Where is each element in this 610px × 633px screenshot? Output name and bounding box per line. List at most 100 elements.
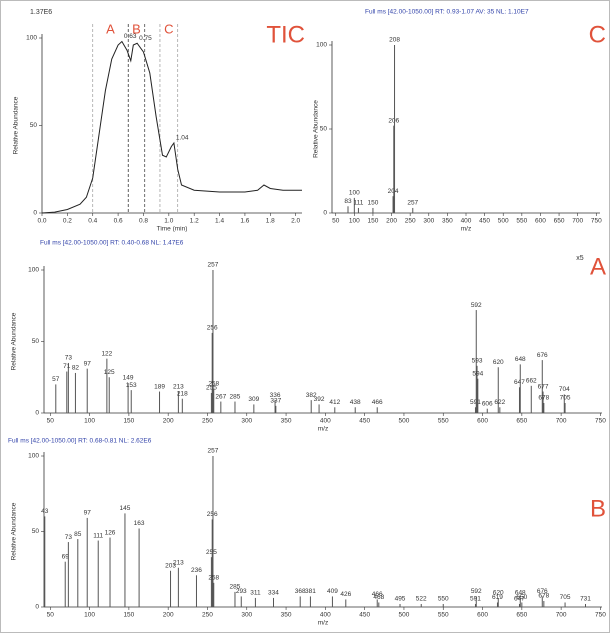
peak-label: 85 [74, 531, 82, 538]
x-tick-label: 650 [516, 612, 527, 619]
x-tick-label: 400 [461, 218, 472, 225]
y-tick-label: 100 [28, 267, 39, 274]
x-axis-label: m/z [318, 426, 328, 433]
x-tick-label: 550 [438, 418, 449, 425]
peak-label: 468 [373, 594, 384, 601]
peak-label: 311 [250, 590, 261, 597]
peak-label: 257 [208, 448, 219, 455]
x-tick-label: 1.6 [240, 218, 249, 225]
panel-header: Full ms [42.00-1050.00] RT: 0.40-0.68 NL… [40, 240, 184, 247]
peak-label: 285 [230, 393, 241, 400]
peak-label: 650 [516, 594, 527, 601]
peak-label: 336 [270, 392, 281, 399]
peak-label: 426 [340, 591, 351, 598]
peak-label: 662 [526, 378, 537, 385]
peak-label: 73 [65, 534, 73, 541]
peak-label: 412 [329, 399, 340, 406]
peak-label: 705 [560, 594, 571, 601]
peak-label: 495 [395, 596, 406, 603]
x-tick-label: 500 [399, 612, 410, 619]
peak-label: 122 [101, 350, 112, 357]
x-tick-label: 1.0 [164, 218, 173, 225]
peak-label: 256 [207, 325, 218, 332]
peak-label: 606 [482, 400, 493, 407]
peak-label: 145 [120, 505, 131, 512]
peak-label: 97 [84, 360, 92, 367]
x-tick-label: 450 [479, 218, 490, 225]
peak-label: 267 [215, 393, 226, 400]
peak-label: 591 [470, 399, 481, 406]
peak-label: 111 [93, 532, 103, 539]
y-tick-label: 0 [35, 604, 39, 611]
y-axis-label: Relative Abundance [13, 96, 20, 154]
peak-label: 255 [206, 385, 217, 392]
peak-label: 213 [173, 559, 184, 566]
x-tick-label: 300 [241, 612, 252, 619]
peak-label: 82 [72, 365, 80, 372]
y-tick-label: 0 [323, 210, 327, 217]
x-tick-label: 550 [438, 612, 449, 619]
peak-label: 466 [372, 591, 383, 598]
y-tick-label: 0 [33, 210, 37, 217]
x-tick-label: 250 [202, 418, 213, 425]
x-tick-label: 650 [516, 418, 527, 425]
y-tick-label: 50 [32, 528, 40, 535]
x-tick-label: 100 [349, 218, 360, 225]
peak-label: 676 [537, 588, 548, 595]
x-tick-label: 200 [163, 612, 174, 619]
peak-label: 204 [388, 188, 399, 195]
x-tick-label: 300 [241, 418, 252, 425]
x-tick-label: 2.0 [291, 218, 300, 225]
peak-label: 57 [52, 376, 60, 383]
x-tick-label: 100 [84, 612, 95, 619]
peak-time-label: 0.75 [139, 35, 152, 42]
peak-label: 522 [416, 596, 427, 603]
x-tick-label: 1.4 [215, 218, 224, 225]
peak-label: 149 [123, 375, 134, 382]
peak-label: 438 [350, 399, 361, 406]
x-tick-label: 400 [320, 418, 331, 425]
y-axis-label: Relative Abundance [11, 502, 18, 560]
peak-label: 293 [236, 588, 247, 595]
x-tick-label: 50 [47, 612, 55, 619]
peak-label: 83 [344, 198, 352, 205]
peak-label: 337 [270, 398, 281, 405]
x-tick-label: 700 [572, 218, 583, 225]
peak-label: 647 [514, 596, 525, 603]
x-tick-label: 550 [516, 218, 527, 225]
x-tick-label: 500 [399, 418, 410, 425]
peak-label: 258 [208, 380, 219, 387]
peak-label: 677 [538, 383, 549, 390]
peak-label: 208 [389, 37, 400, 44]
peak-time-label: 0.63 [124, 33, 137, 40]
peak-label: 111 [353, 200, 363, 207]
x-tick-label: 200 [386, 218, 397, 225]
y-tick-label: 50 [30, 122, 38, 129]
x-tick-label: 400 [320, 612, 331, 619]
magnification-note: x5 [576, 255, 584, 262]
x-tick-label: 600 [535, 218, 546, 225]
y-tick-label: 50 [32, 338, 40, 345]
peak-label: 258 [208, 575, 219, 582]
x-tick-label: 300 [423, 218, 434, 225]
peak-label: 647 [514, 379, 525, 386]
peak-label: 550 [438, 596, 449, 603]
x-tick-label: 350 [442, 218, 453, 225]
peak-label: 257 [208, 262, 219, 269]
peak-label: 678 [538, 395, 549, 402]
peak-label: 592 [471, 302, 482, 309]
x-tick-label: 0.4 [88, 218, 97, 225]
peak-label: 257 [407, 200, 418, 207]
region-label: C [164, 21, 173, 36]
peak-label: 409 [327, 588, 338, 595]
peak-label: 704 [559, 386, 570, 393]
peak-label: 705 [560, 395, 571, 402]
peak-label: 285 [230, 584, 241, 591]
y-tick-label: 0 [35, 410, 39, 417]
peak-label: 620 [493, 590, 504, 597]
x-tick-label: 350 [281, 418, 292, 425]
peak-time-label: 1.04 [176, 135, 189, 142]
panel-label: B [590, 495, 606, 522]
y-tick-label: 100 [26, 35, 37, 42]
